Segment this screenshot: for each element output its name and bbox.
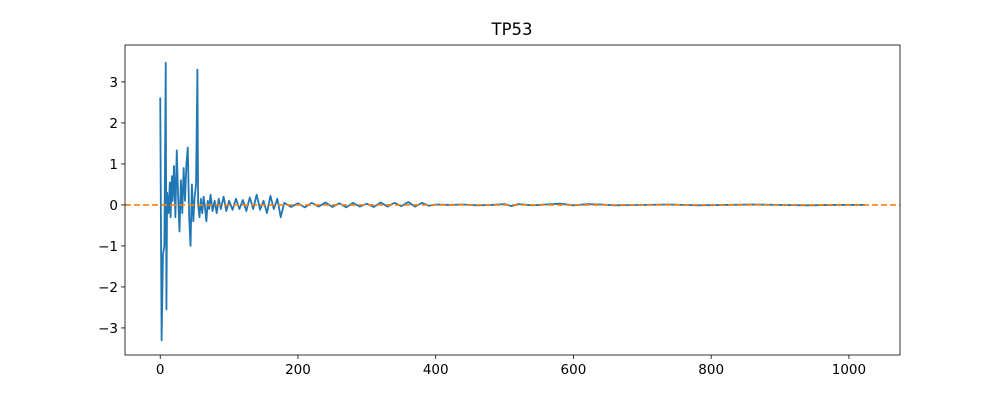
y-tick-label: −3 [98, 321, 118, 337]
chart-title: TP53 [490, 20, 532, 39]
x-tick-label: 1000 [832, 362, 866, 378]
x-tick-label: 0 [156, 362, 165, 378]
y-tick-label: 3 [109, 75, 118, 91]
y-tick-label: 2 [109, 116, 118, 132]
y-tick-label: −1 [98, 239, 118, 255]
plot-frame [124, 44, 901, 356]
data-line [159, 61, 865, 342]
y-tick-label: −2 [98, 280, 118, 296]
x-tick-label: 200 [285, 362, 311, 378]
x-tick-label: 600 [561, 362, 587, 378]
y-tick-label: 1 [109, 157, 118, 173]
x-tick-label: 800 [698, 362, 724, 378]
x-tick-label: 400 [423, 362, 449, 378]
y-tick-label: 0 [109, 198, 118, 214]
